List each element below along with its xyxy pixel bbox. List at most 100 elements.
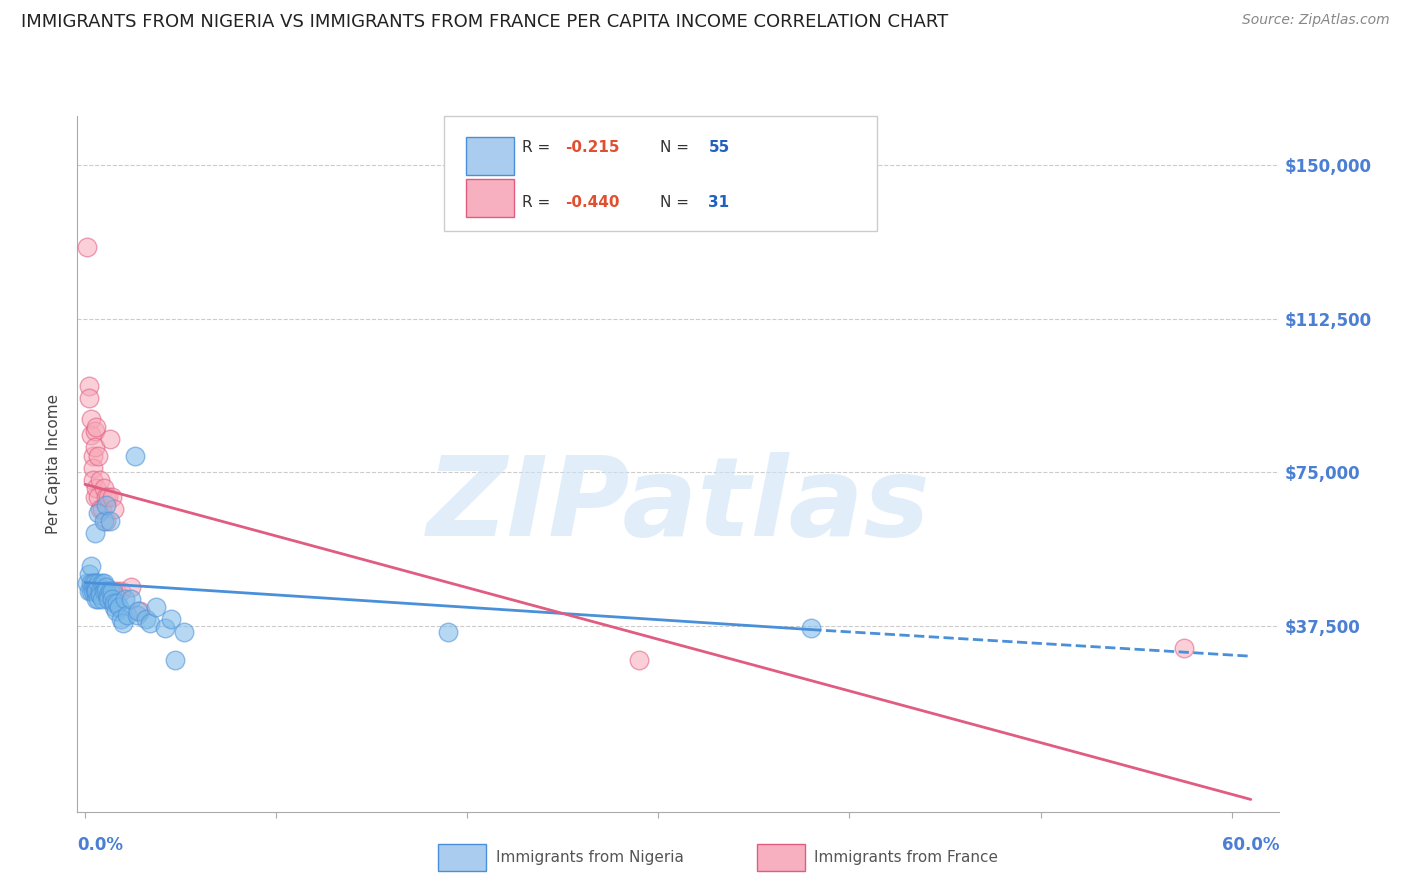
Point — [1173, 640, 1195, 655]
Point — [94, 498, 117, 512]
Point — [98, 432, 121, 446]
Point — [98, 583, 121, 598]
Text: -0.215: -0.215 — [565, 140, 620, 155]
Point — [437, 624, 460, 639]
Point — [77, 392, 100, 406]
Point — [97, 588, 120, 602]
FancyBboxPatch shape — [444, 116, 877, 231]
Point — [83, 575, 105, 590]
Point — [76, 240, 98, 254]
Point — [82, 461, 104, 475]
Text: N =: N = — [661, 140, 695, 155]
Point — [93, 583, 115, 598]
Point — [135, 612, 157, 626]
Point — [89, 501, 111, 516]
Point — [80, 583, 103, 598]
Point — [89, 473, 111, 487]
FancyBboxPatch shape — [439, 845, 486, 871]
Text: N =: N = — [661, 195, 695, 211]
Point — [82, 449, 104, 463]
Point — [93, 575, 115, 590]
Point — [83, 526, 105, 541]
Point — [77, 379, 100, 393]
Point — [87, 506, 110, 520]
Point — [80, 412, 103, 426]
Point — [98, 514, 121, 528]
Point — [104, 583, 127, 598]
Point — [83, 424, 105, 438]
Point — [83, 441, 105, 455]
Point — [163, 653, 186, 667]
FancyBboxPatch shape — [465, 136, 513, 175]
Point — [120, 591, 142, 606]
FancyBboxPatch shape — [465, 178, 513, 217]
Point — [82, 575, 104, 590]
Point — [103, 600, 125, 615]
Text: 60.0%: 60.0% — [1222, 836, 1279, 854]
Point — [89, 583, 111, 598]
Text: Immigrants from France: Immigrants from France — [814, 850, 998, 865]
Point — [155, 621, 177, 635]
Point — [93, 482, 115, 496]
Point — [86, 580, 108, 594]
Point — [77, 583, 100, 598]
Point — [114, 591, 136, 606]
Point — [97, 490, 120, 504]
Point — [103, 596, 125, 610]
Point — [86, 482, 108, 496]
Text: -0.440: -0.440 — [565, 195, 620, 211]
Point — [87, 591, 110, 606]
Point — [91, 575, 114, 590]
Point — [93, 514, 115, 528]
Text: 55: 55 — [709, 140, 730, 155]
Point — [100, 591, 122, 606]
Point — [145, 600, 167, 615]
Point — [87, 449, 110, 463]
Point — [139, 616, 162, 631]
Point — [129, 604, 152, 618]
Text: R =: R = — [522, 140, 555, 155]
Point — [108, 600, 131, 615]
Point — [86, 583, 108, 598]
Point — [110, 583, 132, 598]
Point — [97, 591, 120, 606]
Point — [110, 612, 132, 626]
Text: IMMIGRANTS FROM NIGERIA VS IMMIGRANTS FROM FRANCE PER CAPITA INCOME CORRELATION : IMMIGRANTS FROM NIGERIA VS IMMIGRANTS FR… — [21, 13, 948, 31]
Point — [628, 653, 651, 667]
Point — [91, 501, 114, 516]
Point — [100, 490, 122, 504]
Point — [800, 621, 823, 635]
Point — [87, 490, 110, 504]
Point — [112, 616, 135, 631]
Text: R =: R = — [522, 195, 555, 211]
Point — [80, 559, 103, 574]
Point — [104, 604, 127, 618]
Text: Source: ZipAtlas.com: Source: ZipAtlas.com — [1241, 13, 1389, 28]
Point — [91, 591, 114, 606]
Point — [87, 575, 110, 590]
Text: ZIPatlas: ZIPatlas — [426, 452, 931, 559]
Point — [86, 420, 108, 434]
Point — [86, 591, 108, 606]
Point — [89, 588, 111, 602]
Text: Immigrants from Nigeria: Immigrants from Nigeria — [496, 850, 683, 865]
Point — [120, 580, 142, 594]
Point — [160, 612, 183, 626]
Point — [127, 604, 149, 618]
Point — [82, 473, 104, 487]
Y-axis label: Per Capita Income: Per Capita Income — [46, 393, 62, 534]
Point — [94, 580, 117, 594]
Point — [115, 608, 138, 623]
Point — [80, 575, 103, 590]
Point — [124, 449, 146, 463]
Point — [83, 583, 105, 598]
Point — [94, 490, 117, 504]
Point — [103, 501, 125, 516]
FancyBboxPatch shape — [756, 845, 804, 871]
Point — [94, 583, 117, 598]
Point — [94, 514, 117, 528]
Text: 31: 31 — [709, 195, 730, 211]
Point — [80, 428, 103, 442]
Point — [107, 596, 129, 610]
Point — [83, 490, 105, 504]
